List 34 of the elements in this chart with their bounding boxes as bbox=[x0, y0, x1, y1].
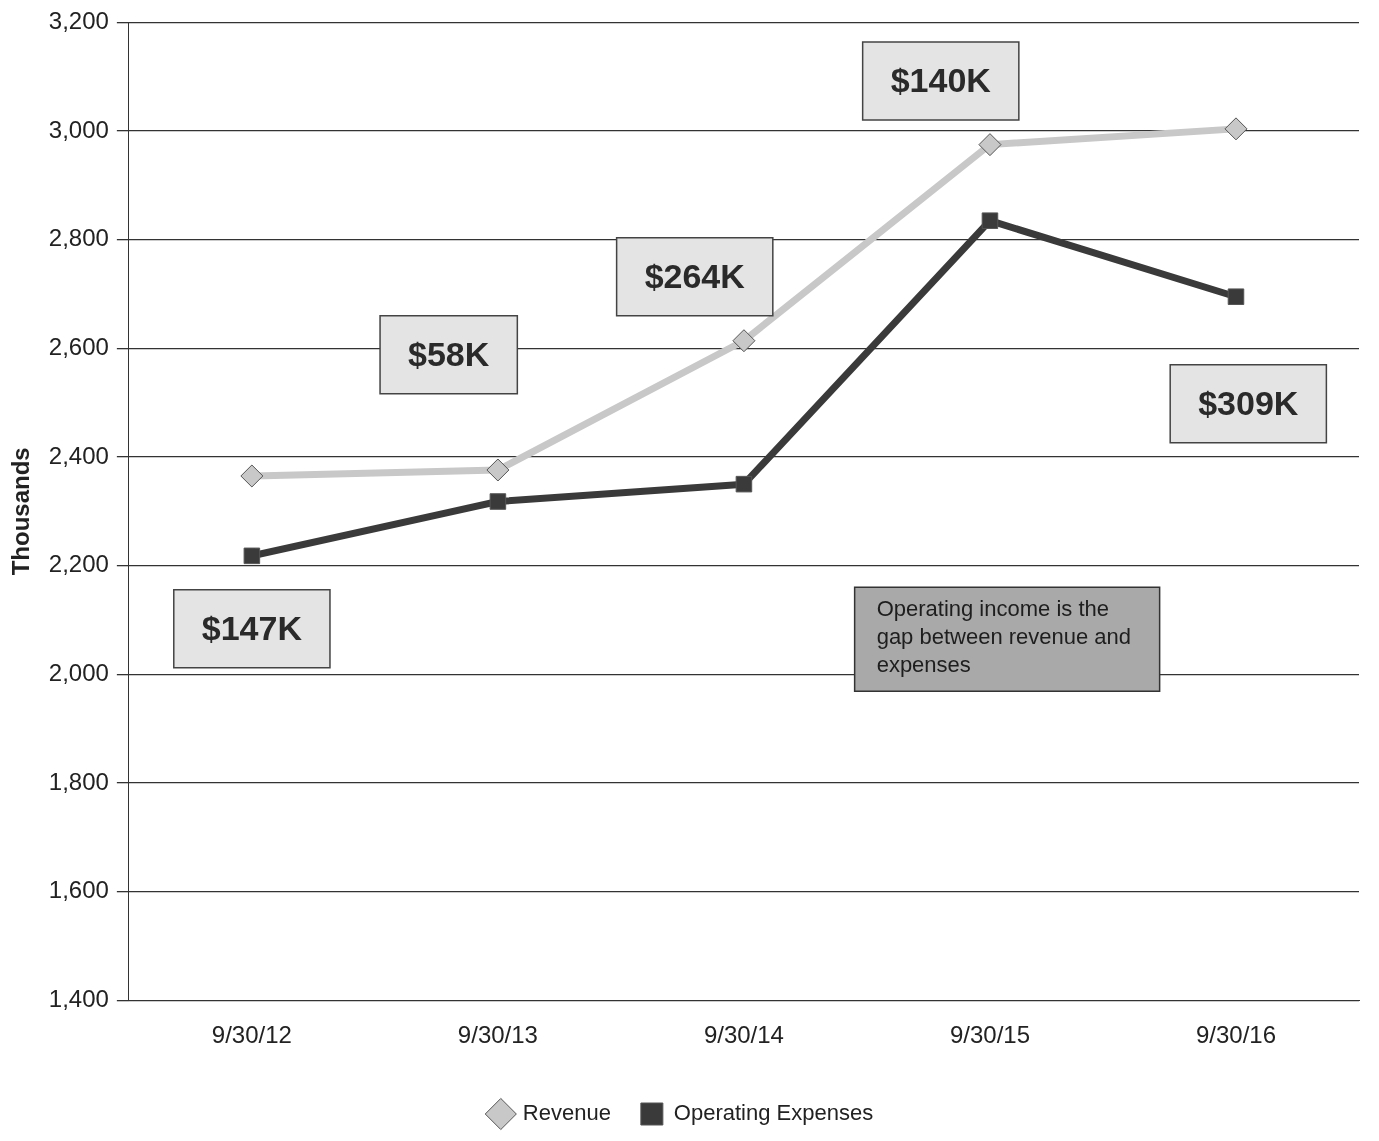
y-tick-label: 1,600 bbox=[48, 876, 109, 904]
point bbox=[486, 458, 510, 482]
annotation: Operating income is the gap between revenue and expenses bbox=[876, 596, 1132, 678]
annotation: $58K bbox=[408, 335, 490, 374]
y-tick-label: 3,200 bbox=[48, 7, 109, 35]
point bbox=[1227, 288, 1245, 306]
point bbox=[489, 493, 507, 510]
y-tick-label: 3,000 bbox=[48, 115, 109, 143]
y-tick-label: 2,800 bbox=[48, 224, 109, 252]
annotation: $309K bbox=[1198, 384, 1299, 423]
point bbox=[735, 475, 753, 493]
x-tick-label: 9/30/13 bbox=[457, 1021, 538, 1049]
x-tick-label: 9/30/14 bbox=[703, 1021, 784, 1049]
y-tick-label: 2,200 bbox=[48, 550, 109, 578]
y-axis-title: Thousands bbox=[7, 447, 35, 576]
y-tick-label: 2,000 bbox=[48, 658, 109, 686]
x-tick-label: 9/30/12 bbox=[211, 1021, 292, 1049]
legend-label: Operating Expenses bbox=[673, 1100, 874, 1126]
point bbox=[978, 133, 1002, 157]
y-tick-label: 1,400 bbox=[48, 984, 109, 1012]
annotation: $147K bbox=[201, 609, 303, 648]
annotation: $264K bbox=[644, 257, 746, 295]
point bbox=[243, 547, 261, 565]
point bbox=[981, 212, 999, 229]
point bbox=[732, 329, 756, 353]
legend-label: Revenue bbox=[522, 1100, 611, 1126]
x-tick-label: 9/30/16 bbox=[1195, 1021, 1277, 1049]
point bbox=[240, 464, 264, 488]
point bbox=[1224, 117, 1248, 141]
y-tick-label: 1,800 bbox=[48, 767, 109, 795]
x-tick-label: 9/30/15 bbox=[949, 1021, 1030, 1049]
annotation: $140K bbox=[890, 61, 992, 100]
y-tick-label: 2,600 bbox=[48, 332, 109, 360]
y-tick-label: 2,400 bbox=[48, 441, 109, 469]
